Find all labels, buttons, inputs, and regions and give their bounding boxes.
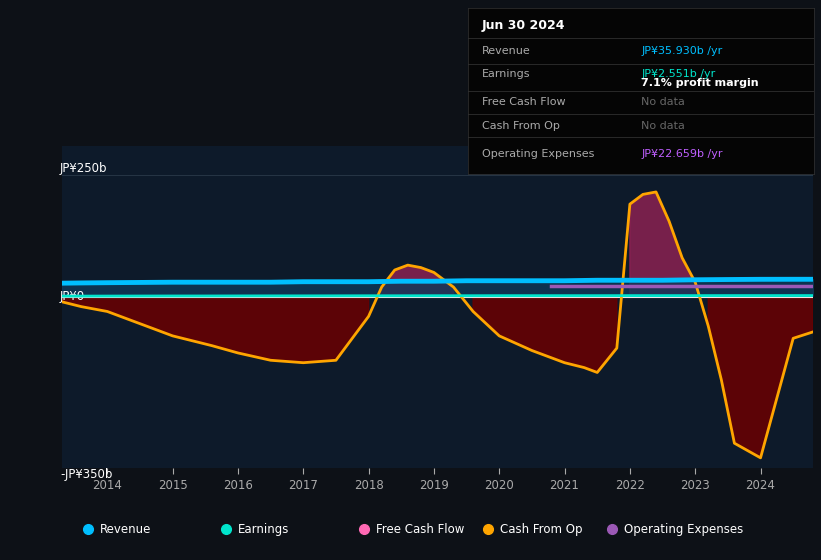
Text: Free Cash Flow: Free Cash Flow (482, 97, 566, 108)
Text: Cash From Op: Cash From Op (500, 522, 583, 536)
Text: JP¥250b: JP¥250b (60, 162, 108, 175)
Text: Operating Expenses: Operating Expenses (482, 149, 594, 158)
Text: JP¥2.551b /yr: JP¥2.551b /yr (641, 69, 715, 79)
Text: JP¥35.930b /yr: JP¥35.930b /yr (641, 46, 722, 56)
Text: Earnings: Earnings (482, 69, 530, 79)
Text: JP¥0: JP¥0 (60, 290, 85, 304)
Text: Operating Expenses: Operating Expenses (624, 522, 744, 536)
Text: Free Cash Flow: Free Cash Flow (376, 522, 465, 536)
Text: Revenue: Revenue (100, 522, 152, 536)
Text: JP¥22.659b /yr: JP¥22.659b /yr (641, 149, 722, 158)
Text: Earnings: Earnings (238, 522, 290, 536)
Text: Cash From Op: Cash From Op (482, 120, 560, 130)
Text: Jun 30 2024: Jun 30 2024 (482, 20, 566, 32)
Text: No data: No data (641, 120, 685, 130)
Text: No data: No data (641, 97, 685, 108)
Text: -JP¥350b: -JP¥350b (60, 468, 112, 480)
Text: 7.1% profit margin: 7.1% profit margin (641, 78, 759, 88)
Text: Revenue: Revenue (482, 46, 530, 56)
